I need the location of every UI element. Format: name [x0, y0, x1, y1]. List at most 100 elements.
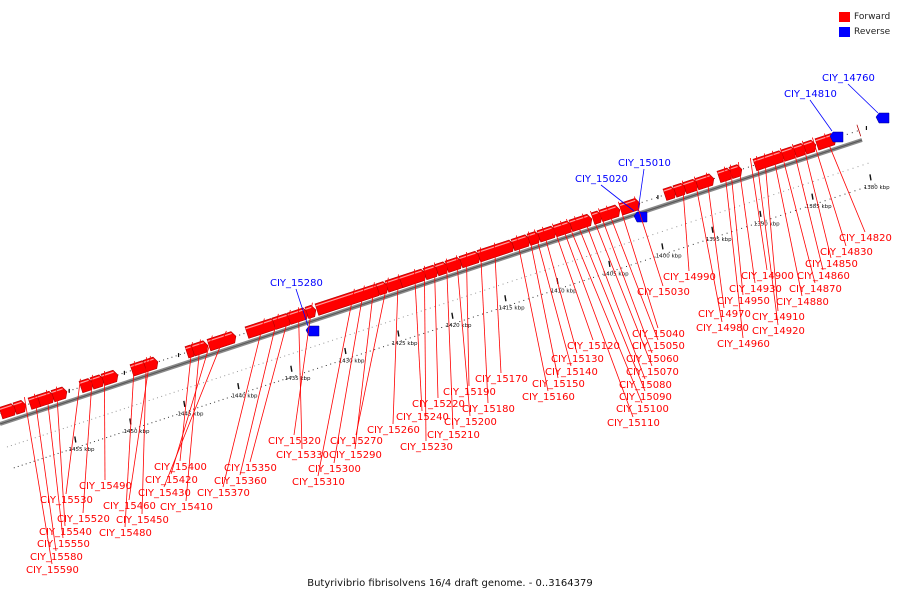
- guide-dot: [423, 332, 425, 334]
- scale-tick: [759, 210, 762, 217]
- gene-block-highlight: [591, 212, 598, 216]
- forward-gene-label: CIY_15030: [637, 287, 690, 298]
- guide-dot: [822, 177, 824, 179]
- forward-gene-label: CIY_15530: [40, 495, 93, 506]
- forward-leader-line: [693, 176, 723, 323]
- guide-dot: [132, 405, 134, 407]
- guide-dot: [829, 198, 831, 200]
- guide-dot: [432, 329, 434, 331]
- guide-dot: [269, 383, 271, 385]
- forward-leader-line: [124, 361, 135, 528]
- guide-dot: [546, 292, 548, 294]
- guide-dot: [365, 351, 367, 353]
- guide-dot: [741, 227, 743, 229]
- guide-dot: [651, 198, 653, 200]
- forward-gene-block: [694, 173, 715, 191]
- guide-dot: [429, 307, 431, 309]
- guide-dot: [391, 343, 393, 345]
- guide-dot: [159, 419, 161, 421]
- forward-leader-line: [533, 229, 572, 367]
- guide-dot: [702, 240, 704, 242]
- guide-dot: [697, 242, 699, 244]
- forward-leader-line: [24, 397, 53, 565]
- gene-block-highlight: [477, 241, 510, 254]
- guide-dot: [78, 422, 80, 424]
- guide-dot: [70, 425, 72, 427]
- forward-leader-line: [46, 389, 64, 539]
- guide-dot: [649, 258, 651, 260]
- reverse-gene-label: CIY_15020: [575, 174, 628, 185]
- guide-dot: [140, 402, 142, 404]
- guide-dot: [659, 254, 661, 256]
- forward-gene-label: CIY_15220: [412, 399, 465, 410]
- guide-dot: [10, 445, 12, 447]
- gene-block-highlight: [511, 236, 526, 242]
- forward-gene-block: [856, 124, 862, 137]
- guide-dot: [541, 293, 543, 295]
- guide-dot: [775, 216, 777, 218]
- guide-dot: [235, 394, 237, 396]
- forward-gene-label: CIY_15520: [57, 514, 110, 525]
- forward-gene-block: [398, 268, 427, 289]
- guide-dot: [837, 172, 839, 174]
- guide-dot: [317, 367, 319, 369]
- scale-tick: [504, 295, 507, 302]
- forward-gene-label: CIY_14870: [789, 284, 842, 295]
- guide-dot: [93, 441, 95, 443]
- gene-block-highlight: [79, 379, 89, 384]
- guide-dot: [134, 427, 136, 429]
- guide-dot: [123, 408, 125, 410]
- scale-tick-label: 1380 kbp: [864, 185, 890, 191]
- guide-dot: [77, 446, 79, 448]
- forward-leader-line: [811, 137, 847, 247]
- guide-dot: [167, 416, 169, 418]
- guide-dot: [57, 452, 59, 454]
- forward-leader-line: [104, 370, 106, 481]
- forward-gene-block: [536, 225, 557, 243]
- guide-dot: [758, 198, 760, 200]
- guide-dot: [336, 338, 338, 340]
- guide-dot: [163, 418, 165, 420]
- forward-gene-label: CIY_15410: [160, 502, 213, 513]
- forward-gene-label: CIY_15330: [276, 450, 329, 461]
- guide-dot: [186, 387, 188, 389]
- guide-dot: [712, 237, 714, 239]
- guide-dot: [553, 266, 555, 268]
- guide-dot: [527, 298, 529, 300]
- guide-dot: [851, 132, 853, 134]
- scale-tick: [711, 226, 714, 233]
- guide-dot: [407, 314, 409, 316]
- guide-dot: [405, 338, 407, 340]
- gene-block-highlight: [51, 388, 63, 393]
- gene-block-highlight: [13, 401, 22, 406]
- forward-leader-line: [222, 318, 265, 488]
- guide-dot: [666, 229, 668, 231]
- guide-dot: [695, 219, 697, 221]
- guide-dot: [760, 221, 762, 223]
- guide-dot: [323, 342, 325, 344]
- guide-dot: [156, 397, 158, 399]
- forward-gene-label: CIY_15270: [330, 436, 383, 447]
- guide-dot: [26, 439, 28, 441]
- guide-dot: [668, 251, 670, 253]
- guide-dot: [753, 200, 755, 202]
- guide-dot: [148, 399, 150, 401]
- guide-dot: [414, 335, 416, 337]
- forward-gene-label: CIY_15400: [154, 462, 207, 473]
- guide-dot: [378, 347, 380, 349]
- guide-dot: [111, 412, 113, 414]
- guide-dot: [83, 421, 85, 423]
- guide-dot: [532, 296, 534, 298]
- forward-gene-label: CIY_14950: [717, 296, 770, 307]
- guide-dot: [106, 437, 108, 439]
- scale-tick-label: 1385 kbp: [806, 204, 832, 210]
- guide-dot: [530, 274, 532, 276]
- guide-dot: [484, 289, 486, 291]
- forward-gene-label: CIY_15240: [396, 412, 449, 423]
- guide-dot: [325, 365, 327, 367]
- guide-dot: [450, 324, 452, 326]
- guide-dot: [304, 372, 306, 374]
- guide-dot: [241, 369, 243, 371]
- guide-dot: [409, 337, 411, 339]
- guide-dot: [456, 298, 458, 300]
